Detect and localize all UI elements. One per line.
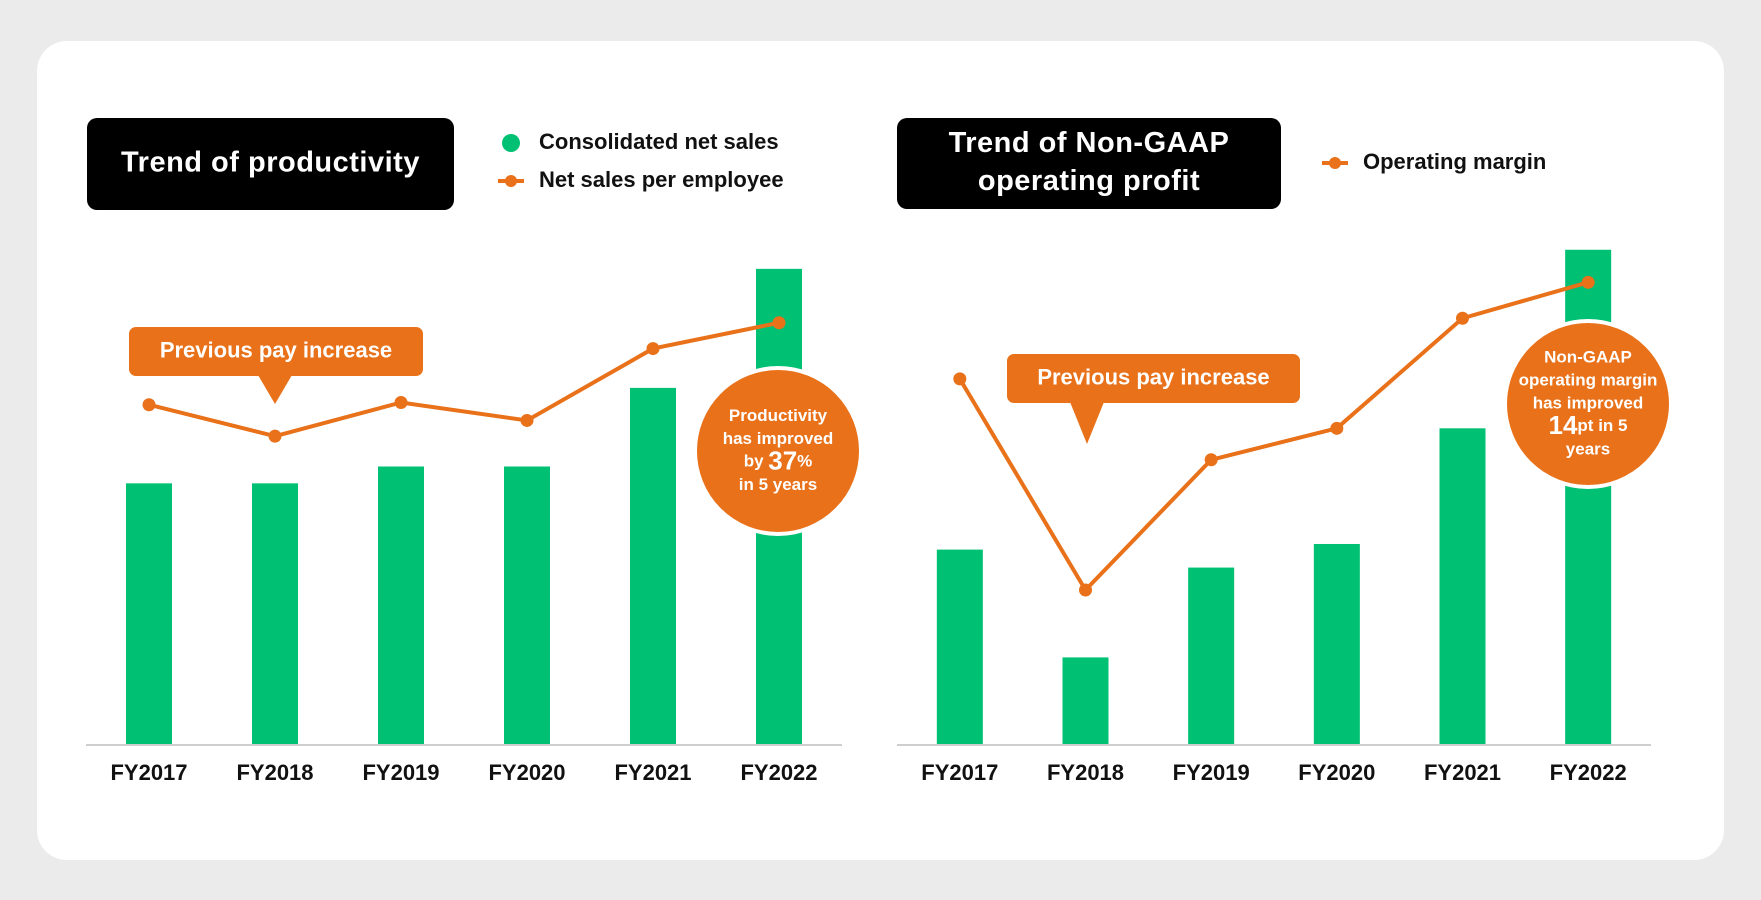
callout-circle-text: 14pt in 5 bbox=[1549, 410, 1628, 440]
bar bbox=[630, 387, 676, 745]
callout-circle-text: has improved bbox=[723, 429, 834, 448]
x-tick-label: FY2020 bbox=[1298, 760, 1375, 785]
callout-circle-text: in 5 years bbox=[739, 475, 817, 494]
bar bbox=[936, 549, 983, 745]
chart-title: Trend of productivity bbox=[121, 147, 420, 179]
bar bbox=[252, 483, 298, 745]
line-point bbox=[520, 413, 534, 427]
bar bbox=[1062, 657, 1109, 745]
line-point bbox=[953, 372, 967, 386]
line-point bbox=[1079, 583, 1092, 597]
x-tick-label: FY2021 bbox=[614, 760, 691, 785]
callout-pointer bbox=[1070, 402, 1104, 444]
title-box bbox=[87, 118, 454, 210]
callout-highlight-after: pt in 5 bbox=[1577, 416, 1627, 435]
x-tick-label: FY2017 bbox=[110, 760, 187, 785]
legend-dot bbox=[1329, 157, 1341, 169]
chart-title: operating profit bbox=[978, 165, 1200, 197]
line-point bbox=[772, 316, 786, 330]
x-tick-label: FY2021 bbox=[1424, 760, 1501, 785]
x-tick-label: FY2017 bbox=[921, 760, 998, 785]
callout-circle-text: years bbox=[1566, 439, 1610, 458]
bar bbox=[378, 466, 424, 745]
callout-circle bbox=[1503, 319, 1673, 489]
callout-highlight-before: by bbox=[744, 452, 769, 471]
line-point bbox=[1456, 311, 1469, 325]
callout-box bbox=[129, 327, 423, 376]
line bbox=[148, 320, 780, 439]
bar bbox=[504, 466, 550, 745]
legend-label: Consolidated net sales bbox=[539, 129, 779, 154]
line-point bbox=[646, 342, 660, 356]
callout-box bbox=[1007, 354, 1300, 403]
callout-circle-text: operating margin bbox=[1519, 370, 1658, 389]
line-point bbox=[268, 429, 282, 443]
title-box bbox=[897, 118, 1281, 209]
line-point bbox=[1204, 453, 1218, 467]
x-tick-label: FY2018 bbox=[1047, 760, 1124, 785]
callout-highlight: 14 bbox=[1549, 410, 1578, 440]
callout-text: Previous pay increase bbox=[1037, 364, 1269, 389]
legend-label: Net sales per employee bbox=[539, 167, 784, 192]
callout-circle-text: by 37% bbox=[744, 445, 813, 475]
legend-dot bbox=[502, 134, 520, 152]
bar bbox=[126, 483, 172, 745]
bar bbox=[1439, 428, 1486, 745]
bar bbox=[1188, 567, 1235, 745]
line-point bbox=[1581, 275, 1595, 289]
line-point bbox=[1330, 421, 1344, 435]
line bbox=[958, 280, 1589, 594]
x-tick-label: FY2022 bbox=[1550, 760, 1627, 785]
callout-circle-text: Non-GAAP bbox=[1544, 347, 1632, 366]
legend-label: Operating margin bbox=[1363, 149, 1546, 174]
x-tick-label: FY2022 bbox=[740, 760, 817, 785]
callout-circle bbox=[693, 366, 863, 536]
bar bbox=[1313, 543, 1360, 745]
chart-title: Trend of Non-GAAP bbox=[949, 127, 1230, 159]
card bbox=[37, 41, 1724, 860]
line-point bbox=[142, 398, 156, 412]
x-tick-label: FY2018 bbox=[236, 760, 313, 785]
callout-highlight-after: % bbox=[797, 452, 812, 471]
callout-circle-text: has improved bbox=[1533, 393, 1644, 412]
callout-text: Previous pay increase bbox=[160, 337, 392, 362]
x-tick-label: FY2020 bbox=[488, 760, 565, 785]
callout-circle-text: Productivity bbox=[729, 406, 828, 425]
callout-highlight: 37 bbox=[768, 445, 797, 475]
legend-dot bbox=[505, 175, 517, 187]
callout-pointer bbox=[258, 375, 292, 404]
x-tick-label: FY2019 bbox=[362, 760, 439, 785]
line-point bbox=[394, 395, 408, 409]
x-tick-label: FY2019 bbox=[1173, 760, 1250, 785]
